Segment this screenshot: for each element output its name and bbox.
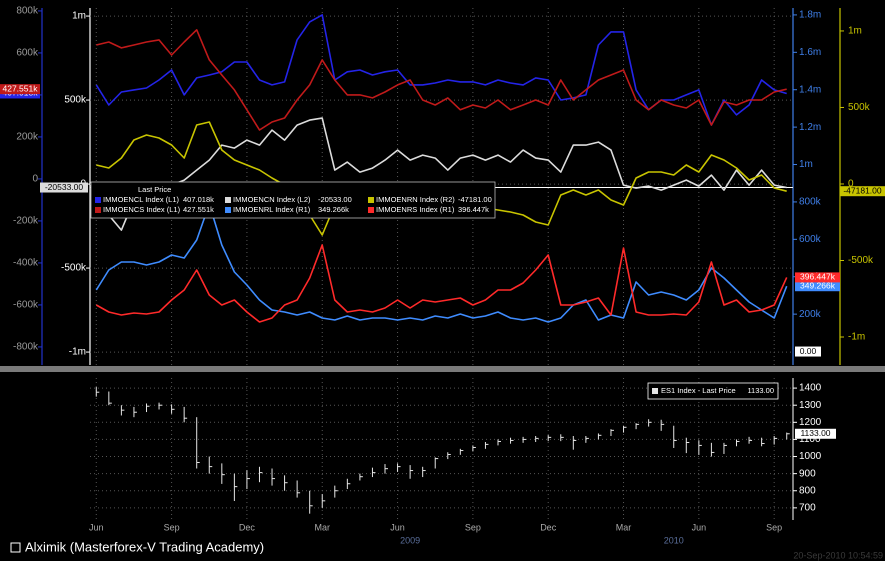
last-value-tag: 427.551k — [3, 83, 39, 93]
series-line — [95, 244, 788, 323]
y-tick-label: 1.6m — [799, 47, 821, 58]
legend-value: 407.018k — [183, 195, 214, 204]
legend-value: -20533.00 — [318, 195, 352, 204]
x-year-label: 2009 — [400, 535, 420, 545]
y-tick-label: 500k — [64, 95, 87, 106]
legend-value: 396.447k — [458, 205, 489, 214]
legend-label: IMMOENRN Index (R2) — [376, 195, 455, 204]
last-value-tag: -20533.00 — [45, 182, 84, 192]
last-value-tag: 396.447k — [800, 272, 836, 282]
legend-box — [647, 382, 779, 400]
y-tick-label: 1000 — [799, 451, 822, 462]
y-tick-label: 700 — [799, 502, 816, 513]
y-tick-label: 1200 — [799, 417, 822, 428]
footer-timestamp: 20-Sep-2010 10:54:59 — [793, 550, 883, 560]
x-tick-label: Mar — [616, 522, 632, 532]
last-value-tag: 1133.00 — [800, 428, 830, 438]
y-tick-label: 800k — [799, 197, 822, 208]
y-tick-label: 1.4m — [799, 84, 821, 95]
legend-label: IMMOENRS Index (R1) — [376, 205, 455, 214]
y-tick-label: -600k — [13, 300, 39, 311]
x-tick-label: Sep — [164, 522, 180, 532]
legend-swatch — [368, 197, 374, 203]
axis-marker-box — [795, 346, 821, 357]
y-tick-label: 0 — [848, 179, 854, 190]
last-value-tag: -47181.00 — [843, 185, 882, 195]
legend-value: -47181.00 — [458, 195, 492, 204]
legend-swatch — [368, 207, 374, 213]
last-value-tag: 349.266k — [800, 280, 836, 290]
y-tick-label: 600k — [799, 234, 822, 245]
x-tick-label: Jun — [692, 522, 707, 532]
panel-separator — [0, 366, 885, 372]
y-tick-label: 1300 — [799, 400, 822, 411]
y-tick-label: 1400 — [799, 383, 822, 394]
y-tick-label: 1m — [848, 26, 862, 37]
y-tick-label: -500k — [848, 255, 874, 266]
y-tick-label: 200k — [799, 309, 822, 320]
x-axis-strip — [0, 522, 885, 536]
last-value-tag-box — [40, 182, 88, 193]
y-tick-label: 1100 — [799, 434, 821, 445]
x-tick-label: Jun — [390, 522, 405, 532]
last-value-tag-box — [795, 428, 836, 439]
legend-value: 349.266k — [318, 205, 349, 214]
x-tick-label: Jun — [89, 522, 104, 532]
legend-label: IMMOENCS Index (L1) — [103, 205, 181, 214]
last-value-tag-box — [795, 272, 840, 283]
y-tick-label: 1.8m — [799, 10, 821, 21]
y-tick-label: 1m — [72, 11, 86, 22]
legend-title: Last Price — [138, 185, 171, 194]
legend-label: ES1 Index - Last Price — [661, 386, 736, 395]
legend-swatch — [652, 388, 658, 394]
x-tick-label: Dec — [239, 522, 256, 532]
y-tick-label: -200k — [13, 216, 39, 227]
last-value-tag-box — [0, 84, 40, 95]
last-value-tag-box — [795, 281, 840, 292]
x-tick-label: Sep — [766, 522, 782, 532]
y-tick-label: 800 — [799, 485, 816, 496]
y-tick-label: 0 — [32, 174, 38, 185]
y-tick-label: 600k — [16, 48, 39, 59]
x-year-label: 2010 — [664, 535, 684, 545]
y-tick-label: 800k — [16, 6, 39, 17]
legend-label: IMMOENRL Index (R1) — [233, 205, 311, 214]
legend-swatch — [95, 197, 101, 203]
y-tick-label: 500k — [848, 102, 871, 113]
footer-author: Alximik (Masterforex-V Trading Academy) — [25, 539, 264, 554]
x-tick-label: Mar — [314, 522, 330, 532]
legend-swatch — [95, 207, 101, 213]
legend-label: IMMOENCL Index (L1) — [103, 195, 179, 204]
y-tick-label: -1m — [848, 332, 865, 343]
series-line — [95, 117, 787, 231]
footer-icon — [10, 542, 21, 553]
y-tick-label: -1m — [69, 347, 86, 358]
y-tick-label: -400k — [13, 258, 39, 269]
legend-swatch — [225, 197, 231, 203]
legend-label: IMMOENCN Index (L2) — [233, 195, 311, 204]
x-tick-label: Sep — [465, 522, 481, 532]
legend-box — [90, 181, 496, 219]
y-tick-label: -500k — [61, 263, 87, 274]
y-tick-label: 1.2m — [799, 122, 821, 133]
x-tick-label: Dec — [540, 522, 557, 532]
legend-value: 1133.00 — [747, 386, 774, 395]
series-line — [96, 29, 787, 131]
y-tick-label: 900 — [799, 468, 816, 479]
axis-marker: 0.00 — [800, 346, 817, 356]
series-line — [95, 14, 787, 126]
y-tick-label: 1m — [799, 159, 813, 170]
legend-swatch — [225, 207, 231, 213]
legend-value: 427.551k — [183, 205, 214, 214]
last-value-tag-box — [840, 186, 885, 197]
y-tick-label: 200k — [16, 132, 39, 143]
y-tick-label: -800k — [13, 342, 39, 353]
